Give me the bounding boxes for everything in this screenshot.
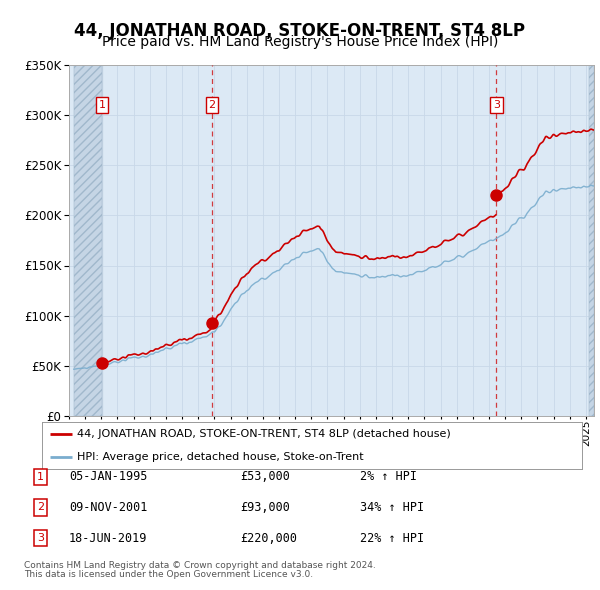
Text: 3: 3 <box>37 533 44 543</box>
Text: HPI: Average price, detached house, Stoke-on-Trent: HPI: Average price, detached house, Stok… <box>77 453 364 462</box>
Text: 22% ↑ HPI: 22% ↑ HPI <box>360 532 424 545</box>
Text: £53,000: £53,000 <box>240 470 290 483</box>
Bar <box>74 65 102 416</box>
Bar <box>589 65 594 416</box>
Text: 1: 1 <box>37 472 44 481</box>
Bar <box>589 65 594 416</box>
Bar <box>74 65 102 416</box>
Text: 2: 2 <box>209 100 215 110</box>
Text: This data is licensed under the Open Government Licence v3.0.: This data is licensed under the Open Gov… <box>24 571 313 579</box>
Text: 1: 1 <box>98 100 106 110</box>
Text: 44, JONATHAN ROAD, STOKE-ON-TRENT, ST4 8LP: 44, JONATHAN ROAD, STOKE-ON-TRENT, ST4 8… <box>74 22 526 40</box>
Text: 2% ↑ HPI: 2% ↑ HPI <box>360 470 417 483</box>
Text: 3: 3 <box>493 100 500 110</box>
Text: 2: 2 <box>37 503 44 512</box>
Text: 34% ↑ HPI: 34% ↑ HPI <box>360 501 424 514</box>
Text: 44, JONATHAN ROAD, STOKE-ON-TRENT, ST4 8LP (detached house): 44, JONATHAN ROAD, STOKE-ON-TRENT, ST4 8… <box>77 429 451 438</box>
Text: Price paid vs. HM Land Registry's House Price Index (HPI): Price paid vs. HM Land Registry's House … <box>102 35 498 50</box>
Text: 09-NOV-2001: 09-NOV-2001 <box>69 501 148 514</box>
Text: Contains HM Land Registry data © Crown copyright and database right 2024.: Contains HM Land Registry data © Crown c… <box>24 561 376 570</box>
Text: £220,000: £220,000 <box>240 532 297 545</box>
Text: £93,000: £93,000 <box>240 501 290 514</box>
Text: 05-JAN-1995: 05-JAN-1995 <box>69 470 148 483</box>
Text: 18-JUN-2019: 18-JUN-2019 <box>69 532 148 545</box>
